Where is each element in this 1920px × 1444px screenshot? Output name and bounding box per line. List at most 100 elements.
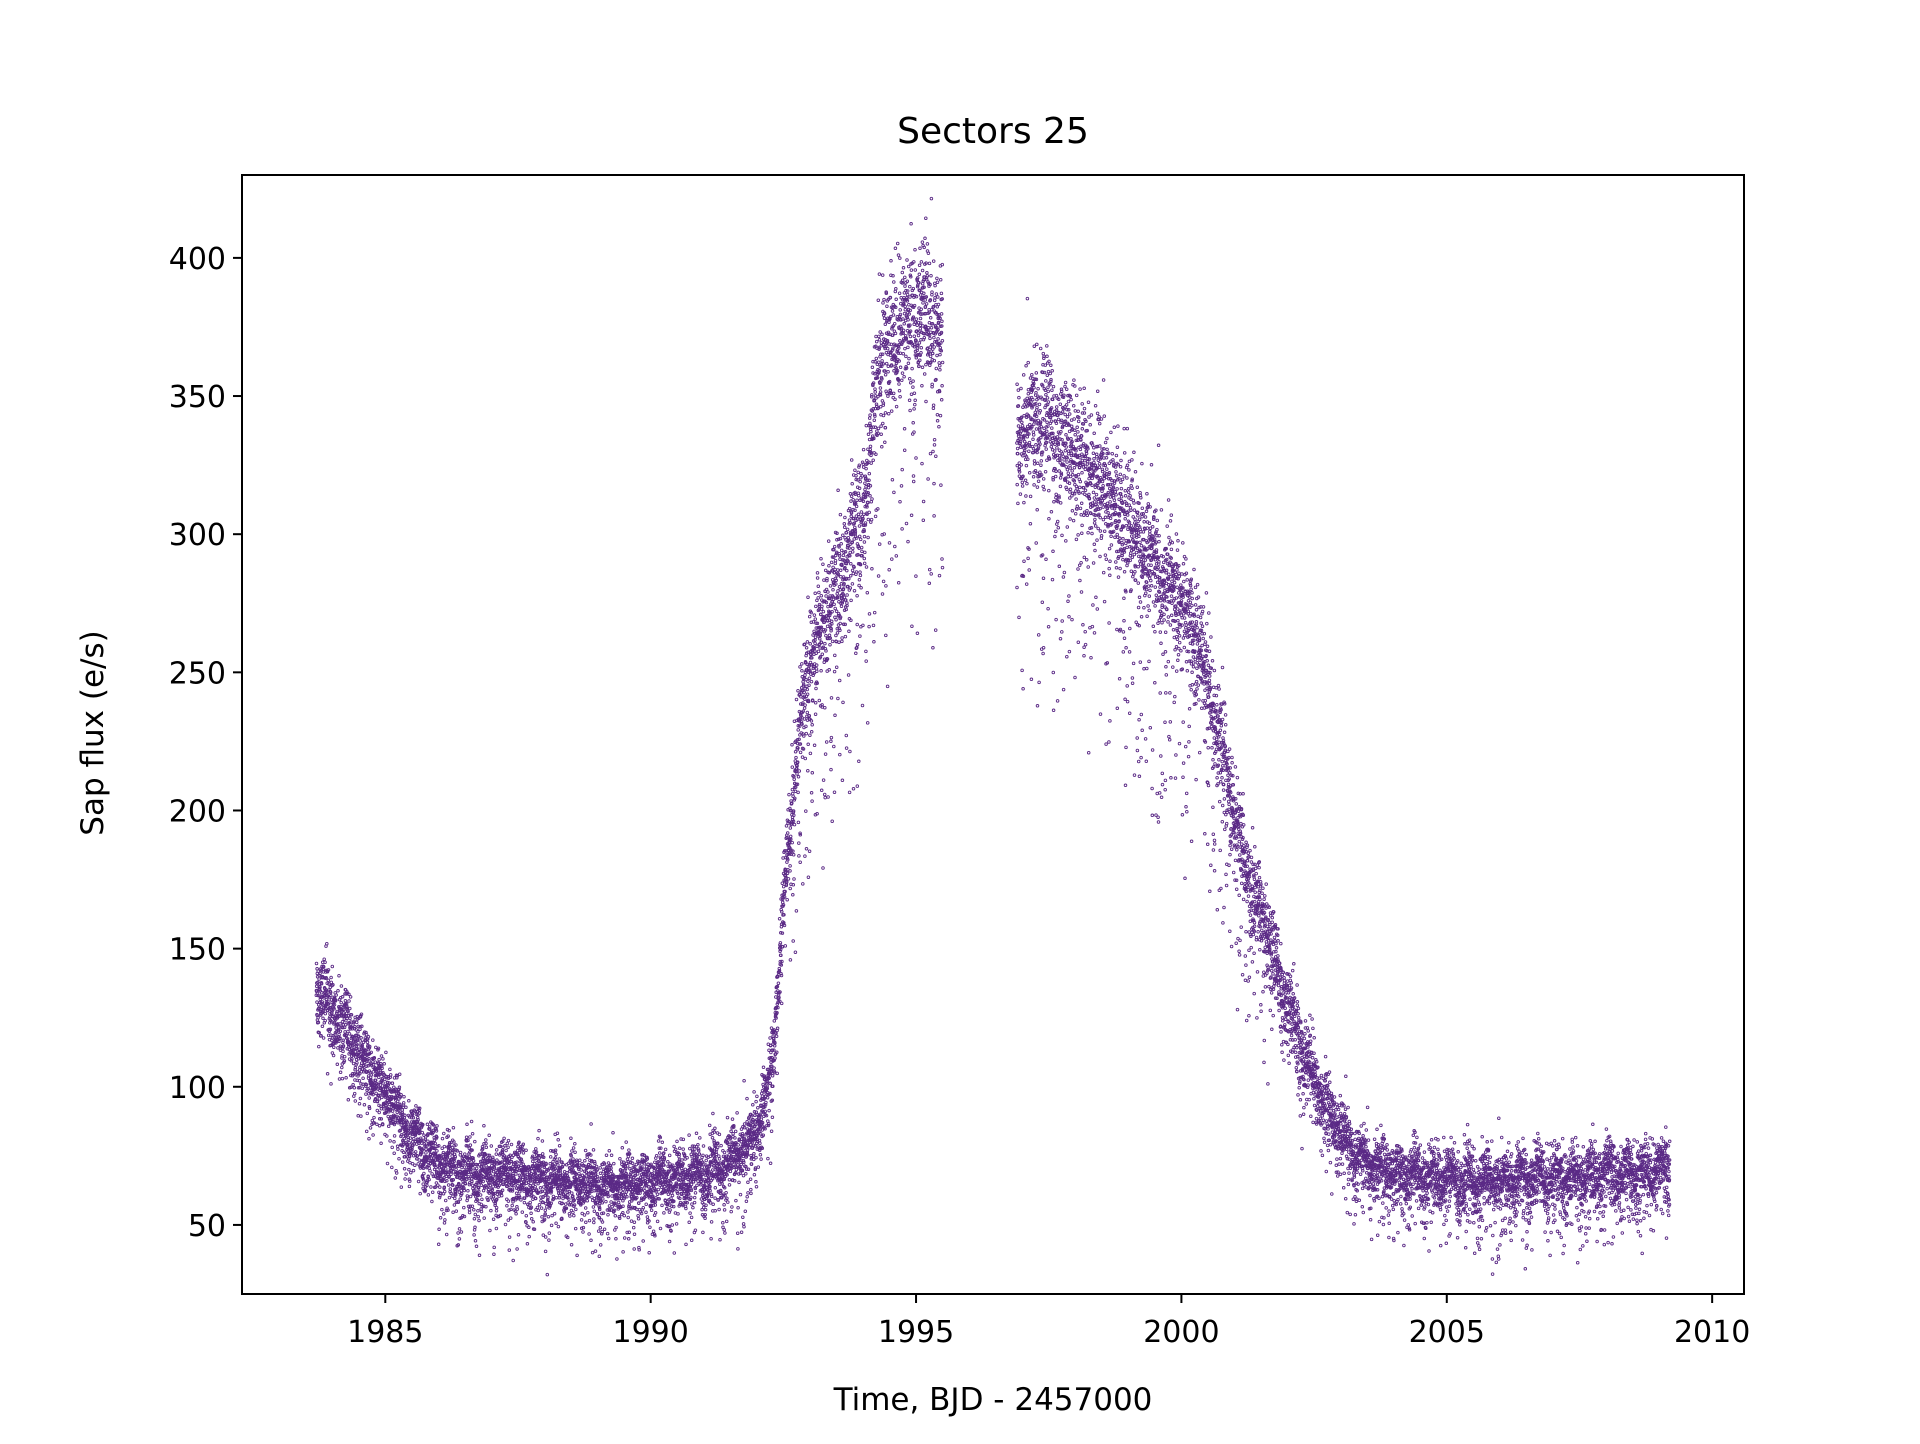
data-point-213	[336, 989, 340, 993]
data-point-204	[335, 1009, 339, 1014]
data-point-376	[352, 1091, 357, 1096]
data-point-141	[328, 990, 333, 995]
data-point-53	[319, 991, 324, 995]
data-point-77	[322, 957, 326, 961]
data-point-237	[338, 1048, 343, 1052]
data-point-330	[348, 1016, 352, 1021]
data-point-258	[340, 995, 345, 999]
data-point-118	[326, 978, 331, 983]
data-point-96	[324, 990, 328, 994]
data-point-336	[348, 995, 353, 999]
data-point-125	[327, 1027, 331, 1032]
data-point-320	[347, 999, 351, 1003]
data-point-311	[346, 1009, 350, 1014]
data-point-356	[350, 1072, 355, 1076]
data-point-189	[333, 1018, 338, 1022]
data-point-257	[340, 1019, 345, 1024]
data-point-71	[321, 1036, 326, 1040]
data-point-261	[341, 1040, 345, 1045]
data-point-17	[316, 993, 320, 998]
data-point-361	[351, 1048, 355, 1052]
data-point-195	[334, 993, 338, 997]
data-point-338	[349, 1073, 353, 1078]
data-point-328	[348, 1006, 352, 1011]
data-point-111	[325, 1072, 330, 1076]
data-point-178	[332, 1002, 337, 1007]
data-point-256	[340, 1076, 345, 1081]
data-point-103	[325, 941, 329, 946]
data-point-191	[334, 998, 338, 1002]
data-point-52	[319, 982, 324, 986]
data-point-222	[337, 973, 341, 978]
data-point-68	[321, 1009, 325, 1013]
data-point-232	[338, 1022, 342, 1026]
data-point-147	[329, 980, 334, 985]
data-point-2	[314, 961, 319, 966]
data-point-126	[327, 982, 331, 986]
data-point-28	[317, 1030, 321, 1035]
data-point-325	[347, 1032, 352, 1036]
data-point-252	[340, 1007, 344, 1012]
data-point-313	[346, 1098, 351, 1102]
data-point-263	[341, 1038, 345, 1043]
data-point-88	[323, 1011, 328, 1016]
data-point-142	[329, 994, 333, 998]
data-point-238	[338, 1070, 343, 1075]
data-point-66	[321, 1016, 325, 1021]
data-point-345	[349, 1013, 354, 1017]
data-point-119	[326, 968, 331, 972]
data-point-169	[331, 1053, 336, 1058]
data-point-174	[332, 1006, 336, 1011]
data-point-163	[331, 983, 335, 987]
data-point-341	[349, 1041, 353, 1045]
data-point-59	[320, 1000, 325, 1004]
data-point-27	[317, 977, 321, 981]
data-point-18	[316, 1016, 320, 1020]
data-point-275	[342, 1059, 347, 1063]
data-point-354	[350, 1074, 355, 1078]
data-point-94	[324, 987, 328, 992]
data-point-120	[326, 1002, 331, 1006]
data-point-156	[330, 1009, 334, 1013]
data-point-86	[323, 960, 327, 964]
data-point-60	[320, 1024, 325, 1029]
data-point-262	[341, 1049, 345, 1054]
data-point-21	[316, 1020, 321, 1025]
data-point-301	[345, 1005, 349, 1010]
data-point-177	[332, 1020, 337, 1025]
data-point-251	[340, 1056, 344, 1060]
data-point-157	[330, 964, 335, 969]
data-point-244	[339, 1000, 343, 1005]
data-point-138	[328, 1027, 333, 1032]
data-point-19	[316, 969, 320, 973]
data-point-278	[342, 1054, 347, 1059]
data-point-206	[335, 1062, 340, 1067]
scatter-points	[314, 196, 1672, 1277]
chart-title: Sectors 25	[897, 111, 1089, 152]
data-point-15	[316, 980, 320, 984]
data-point-349	[350, 1057, 354, 1061]
data-point-360	[351, 1083, 355, 1087]
data-point-36	[318, 985, 322, 989]
data-point-266	[341, 1044, 346, 1048]
data-point-233	[338, 1036, 342, 1040]
data-point-47	[319, 1033, 323, 1038]
data-point-344	[349, 1058, 354, 1063]
data-point-319	[347, 992, 351, 997]
data-point-250	[340, 1065, 344, 1070]
data-point-209	[335, 1014, 340, 1019]
data-point-24	[317, 1044, 321, 1049]
data-point-223	[337, 1032, 341, 1037]
data-point-372	[352, 1086, 357, 1090]
data-point-37	[318, 971, 322, 976]
data-point-97	[324, 976, 328, 980]
data-point-144	[329, 1082, 333, 1086]
data-point-285	[343, 999, 348, 1003]
data-point-61	[320, 1002, 325, 1006]
data-point-235	[338, 1029, 343, 1033]
data-point-145	[329, 975, 333, 980]
data-point-246	[339, 984, 344, 988]
